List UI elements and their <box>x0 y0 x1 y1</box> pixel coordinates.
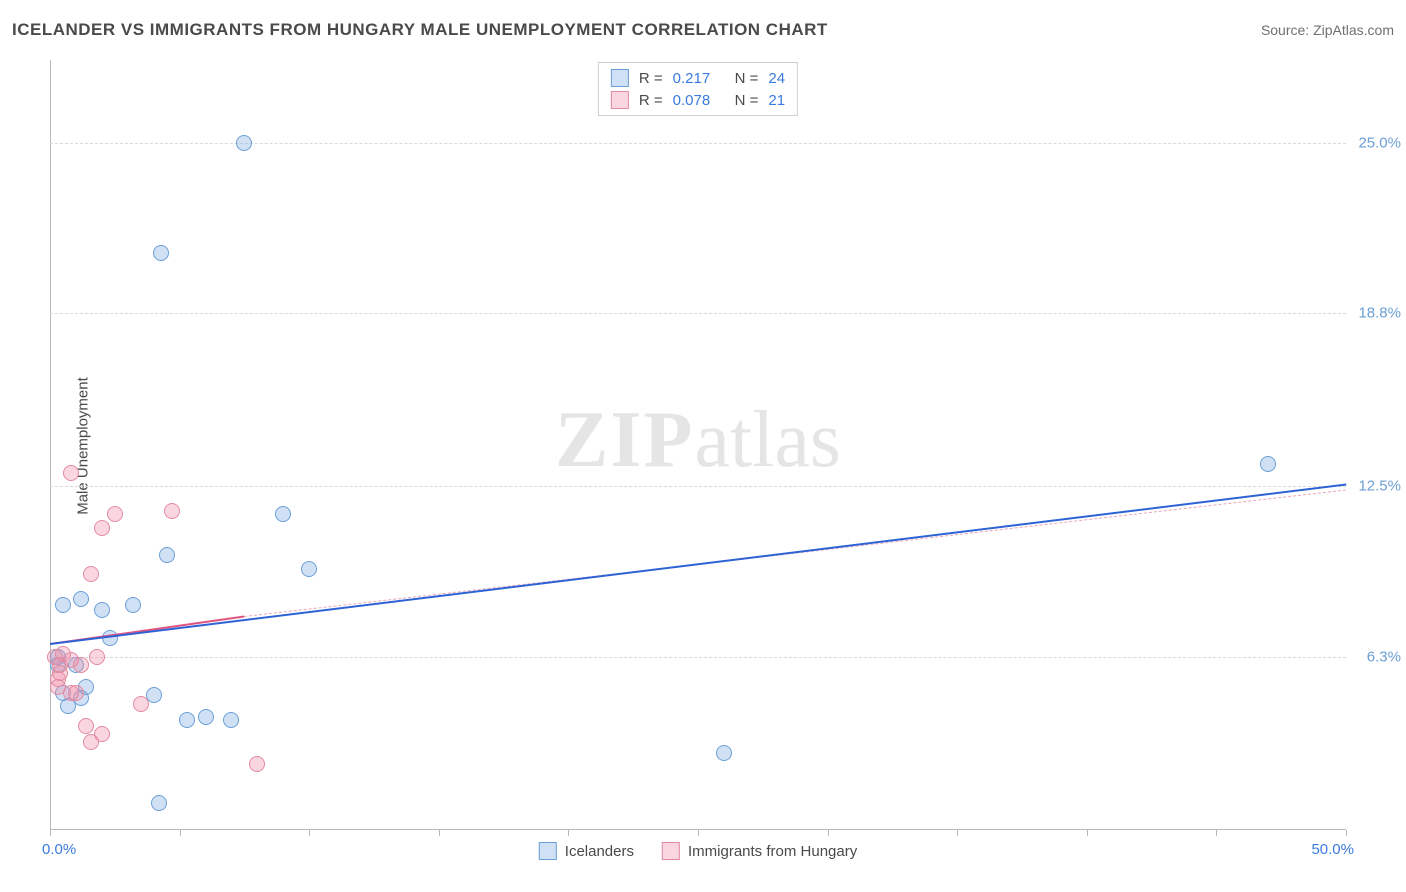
gridline <box>50 657 1346 658</box>
series-legend-item: Icelanders <box>539 842 634 860</box>
y-tick-label: 12.5% <box>1358 478 1401 495</box>
data-point <box>301 561 317 577</box>
series-legend-item: Immigrants from Hungary <box>662 842 857 860</box>
y-tick-label: 6.3% <box>1367 648 1401 665</box>
n-label: N = <box>735 92 759 109</box>
legend-row: R = 0.078 N = 21 <box>611 89 785 111</box>
gridline <box>50 313 1346 314</box>
data-point <box>236 135 252 151</box>
data-point <box>78 718 94 734</box>
x-axis-min-label: 0.0% <box>42 841 76 858</box>
x-tick <box>180 830 181 836</box>
legend-swatch <box>662 842 680 860</box>
series-legend: Icelanders Immigrants from Hungary <box>539 842 857 860</box>
chart-plot-area: ZIPatlas R =0.217N =24R =0.078N =21 0.0%… <box>50 60 1346 830</box>
series-label: Icelanders <box>565 843 634 860</box>
x-tick <box>50 830 51 836</box>
source-attribution: Source: ZipAtlas.com <box>1261 22 1394 38</box>
x-axis-max-label: 50.0% <box>1311 841 1354 858</box>
x-tick <box>439 830 440 836</box>
trend-line <box>50 484 1346 645</box>
legend-row: R = 0.217 N = 24 <box>611 67 785 89</box>
data-point <box>179 712 195 728</box>
data-point <box>73 591 89 607</box>
chart-title: ICELANDER VS IMMIGRANTS FROM HUNGARY MAL… <box>12 20 828 40</box>
source-prefix: Source: <box>1261 22 1313 38</box>
watermark: ZIPatlas <box>555 395 841 486</box>
source-name: ZipAtlas.com <box>1313 22 1394 38</box>
data-point <box>153 245 169 261</box>
data-point <box>83 734 99 750</box>
legend-swatch <box>611 69 629 87</box>
data-point <box>164 503 180 519</box>
data-point <box>107 506 123 522</box>
series-label: Immigrants from Hungary <box>688 843 857 860</box>
data-point <box>133 696 149 712</box>
watermark-light: atlas <box>694 396 841 484</box>
data-point <box>223 712 239 728</box>
legend-swatch <box>539 842 557 860</box>
data-point <box>198 709 214 725</box>
n-value: 21 <box>768 92 785 109</box>
r-label: R = <box>639 70 663 87</box>
gridline <box>50 486 1346 487</box>
data-point <box>159 547 175 563</box>
data-point <box>249 756 265 772</box>
data-point <box>55 597 71 613</box>
data-point <box>52 665 68 681</box>
data-point <box>94 602 110 618</box>
y-tick-label: 25.0% <box>1358 134 1401 151</box>
y-tick-label: 18.8% <box>1358 305 1401 322</box>
x-tick <box>957 830 958 836</box>
data-point <box>47 649 63 665</box>
x-tick <box>568 830 569 836</box>
legend-swatch <box>611 91 629 109</box>
data-point <box>125 597 141 613</box>
data-point <box>83 566 99 582</box>
r-label: R = <box>639 92 663 109</box>
x-tick <box>1346 830 1347 836</box>
watermark-bold: ZIP <box>555 396 694 484</box>
data-point <box>89 649 105 665</box>
n-value: 24 <box>768 70 785 87</box>
x-tick <box>1087 830 1088 836</box>
data-point <box>63 465 79 481</box>
data-point <box>275 506 291 522</box>
data-point <box>716 745 732 761</box>
r-value: 0.078 <box>673 92 725 109</box>
x-tick <box>698 830 699 836</box>
r-value: 0.217 <box>673 70 725 87</box>
x-tick <box>828 830 829 836</box>
x-tick <box>1216 830 1217 836</box>
data-point <box>94 520 110 536</box>
data-point <box>151 795 167 811</box>
data-point <box>73 657 89 673</box>
n-label: N = <box>735 70 759 87</box>
data-point <box>63 685 79 701</box>
correlation-legend: R = 0.217 N = 24 R = 0.078 N = 21 <box>598 62 798 116</box>
x-tick <box>309 830 310 836</box>
y-axis-line <box>50 60 51 830</box>
data-point <box>1260 456 1276 472</box>
